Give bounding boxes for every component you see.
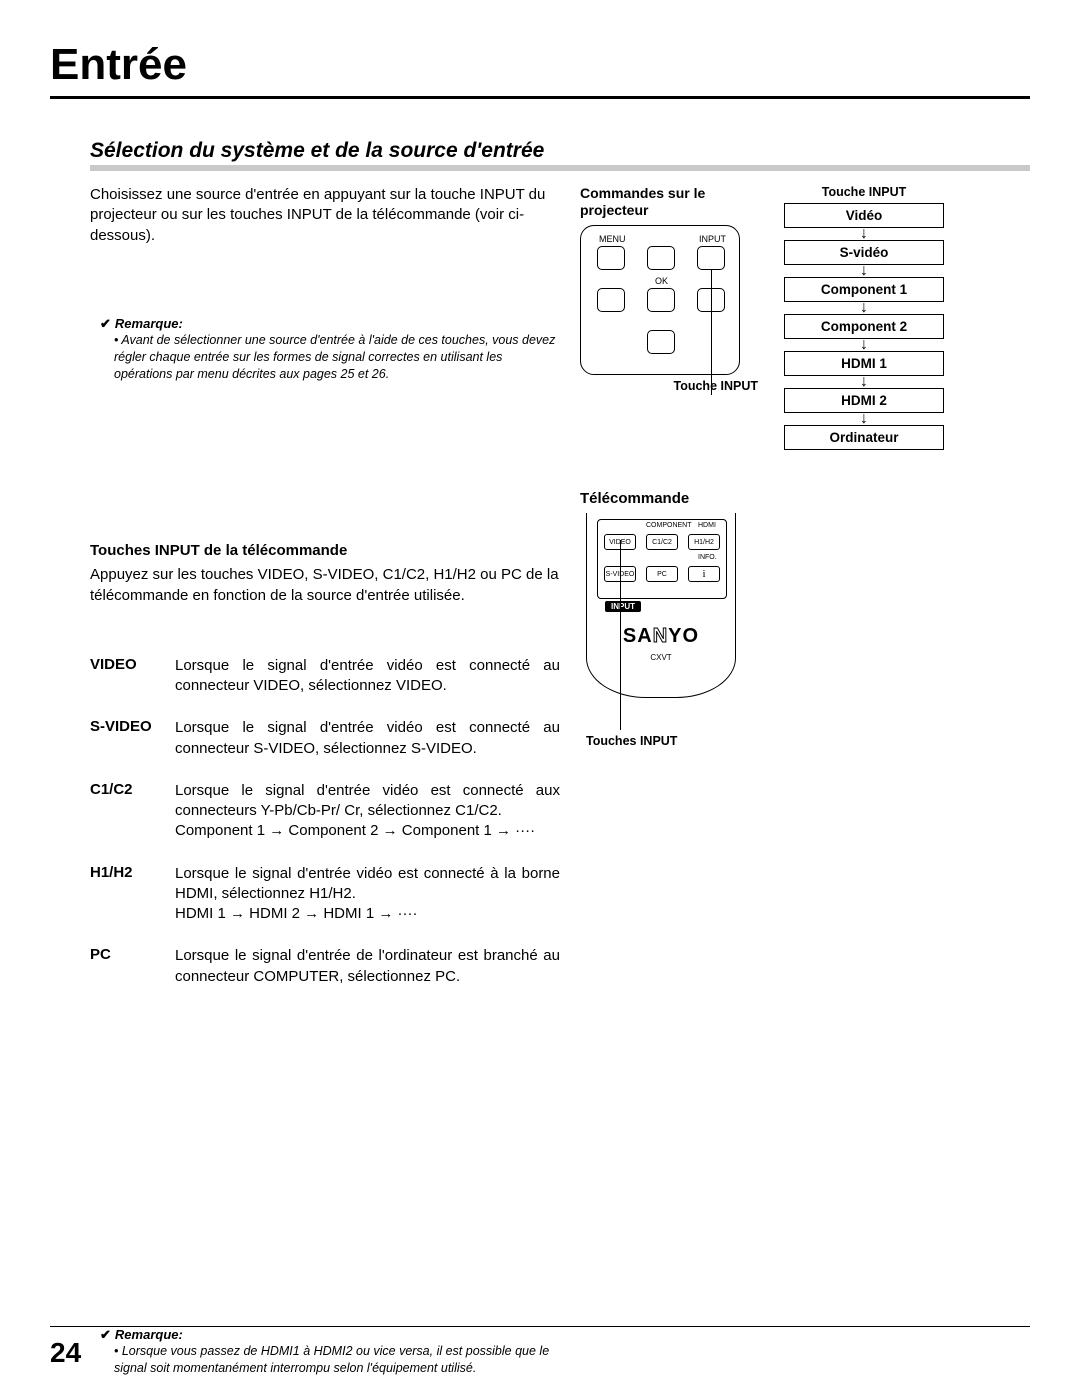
remote-input-bar: INPUT	[605, 601, 641, 612]
input-label: H1/H2	[90, 864, 175, 925]
input-label: S-VIDEO	[90, 718, 175, 759]
input-label: C1/C2	[90, 781, 175, 842]
projector-diagram: Commandes sur le projecteur MENU INPUT O…	[580, 185, 760, 393]
page-number: 24	[50, 1337, 81, 1369]
remote-component-label: COMPONENT	[646, 522, 692, 529]
input-desc: Lorsque le signal d'entrée vidéo est con…	[175, 864, 560, 925]
chevron-down-icon: ↓	[784, 339, 944, 351]
inputs-table: VIDEO Lorsque le signal d'entrée vidéo e…	[90, 656, 560, 987]
input-label: VIDEO	[90, 656, 175, 697]
projector-ok-label: OK	[655, 276, 668, 286]
chevron-down-icon: ↓	[784, 302, 944, 314]
remote-info-label: INFO.	[698, 554, 717, 561]
projector-menu-button[interactable]	[597, 246, 625, 270]
remote-model: CXVT	[587, 653, 735, 662]
chain-item: Ordinateur	[784, 425, 944, 450]
table-row: PC Lorsque le signal d'entrée de l'ordin…	[90, 946, 560, 987]
remote-diagram: Télécommande COMPONENT HDMI VIDEO C1/C2 …	[580, 490, 1010, 698]
input-desc: Lorsque le signal d'entrée vidéo est con…	[175, 656, 560, 697]
remote-title: Télécommande	[580, 490, 1010, 507]
input-chain: Touche INPUT Vidéo ↓ S-vidéo ↓ Component…	[784, 185, 944, 450]
input-label: PC	[90, 946, 175, 987]
projector-input-button[interactable]	[697, 246, 725, 270]
chain-title: Touche INPUT	[784, 185, 944, 199]
input-desc: Lorsque le signal d'entrée vidéo est con…	[175, 718, 560, 759]
section-underline	[90, 165, 1030, 171]
chevron-down-icon: ↓	[784, 376, 944, 388]
projector-left-button[interactable]	[597, 288, 625, 312]
chevron-down-icon: ↓	[784, 228, 944, 240]
sanyo-logo: SANYO	[587, 625, 735, 648]
projector-down-button[interactable]	[647, 330, 675, 354]
table-row: VIDEO Lorsque le signal d'entrée vidéo e…	[90, 656, 560, 697]
chevron-down-icon: ↓	[784, 265, 944, 277]
note-2-body: • Lorsque vous passez de HDMI1 à HDMI2 o…	[114, 1343, 560, 1377]
remote-inputs-title: Touches INPUT de la télécommande	[90, 542, 560, 559]
pointer-line-icon	[620, 540, 621, 730]
chevron-down-icon: ↓	[784, 413, 944, 425]
remote-pc-button[interactable]: PC	[646, 566, 678, 582]
remote-info-button[interactable]: i	[688, 566, 720, 582]
note-1: Remarque: • Avant de sélectionner une so…	[100, 316, 560, 383]
note-2: Remarque: • Lorsque vous passez de HDMI1…	[100, 1327, 560, 1377]
table-row: S-VIDEO Lorsque le signal d'entrée vidéo…	[90, 718, 560, 759]
projector-box: MENU INPUT OK	[580, 225, 740, 375]
note-2-head: Remarque:	[100, 1327, 560, 1343]
pointer-line-icon	[711, 270, 712, 395]
remote-c1c2-button[interactable]: C1/C2	[646, 534, 678, 550]
rule-bottom	[50, 1326, 1030, 1327]
note-1-head: Remarque:	[100, 316, 560, 332]
remote-caption: Touches INPUT	[586, 734, 677, 748]
section-title: Sélection du système et de la source d'e…	[90, 139, 1030, 163]
projector-input-label: INPUT	[699, 234, 726, 244]
projector-title: Commandes sur le projecteur	[580, 185, 760, 219]
remote-panel: COMPONENT HDMI VIDEO C1/C2 H1/H2 INFO. S…	[597, 519, 727, 599]
remote-hdmi-label: HDMI	[698, 522, 716, 529]
projector-caption: Touche INPUT	[580, 379, 758, 393]
projector-ok-button[interactable]	[647, 288, 675, 312]
remote-h1h2-button[interactable]: H1/H2	[688, 534, 720, 550]
input-desc: Lorsque le signal d'entrée vidéo est con…	[175, 781, 560, 842]
input-desc: Lorsque le signal d'entrée de l'ordinate…	[175, 946, 560, 987]
page-title: Entrée	[50, 40, 1030, 90]
projector-menu-label: MENU	[599, 234, 626, 244]
table-row: C1/C2 Lorsque le signal d'entrée vidéo e…	[90, 781, 560, 842]
projector-up-button[interactable]	[647, 246, 675, 270]
rule-top	[50, 96, 1030, 99]
table-row: H1/H2 Lorsque le signal d'entrée vidéo e…	[90, 864, 560, 925]
remote-inputs-intro: Appuyez sur les touches VIDEO, S-VIDEO, …	[90, 565, 560, 606]
intro-text: Choisissez une source d'entrée en appuya…	[90, 185, 560, 246]
remote-body: COMPONENT HDMI VIDEO C1/C2 H1/H2 INFO. S…	[586, 513, 736, 698]
note-1-body: • Avant de sélectionner une source d'ent…	[114, 332, 560, 383]
